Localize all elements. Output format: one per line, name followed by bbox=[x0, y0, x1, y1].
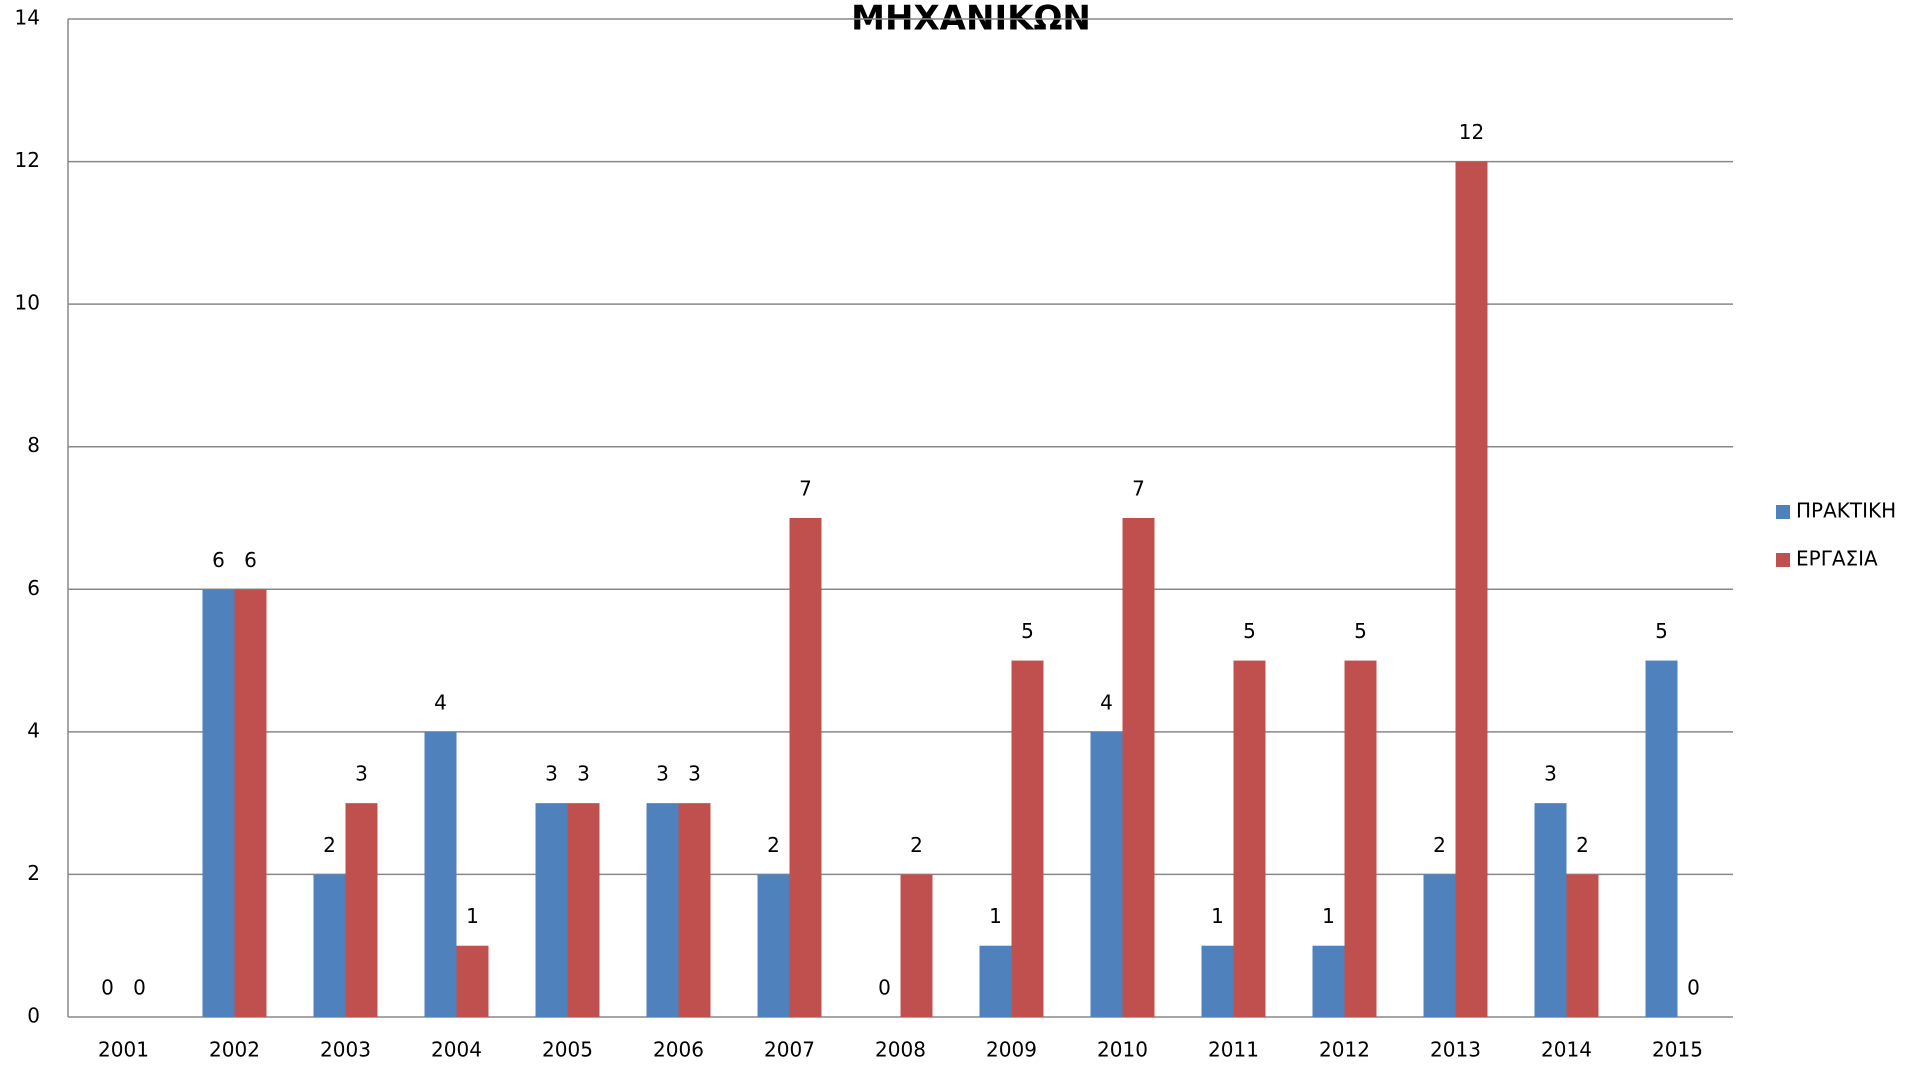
x-tick-label: 2003 bbox=[320, 1038, 371, 1062]
bar bbox=[1455, 161, 1488, 1018]
bar bbox=[1011, 660, 1044, 1017]
bar bbox=[1233, 660, 1266, 1017]
legend-swatch bbox=[1776, 505, 1790, 519]
x-tick-label: 2007 bbox=[764, 1038, 815, 1062]
bar bbox=[646, 803, 679, 1017]
x-tick-label: 2006 bbox=[653, 1038, 704, 1062]
y-tick-label: 12 bbox=[15, 148, 40, 172]
bar bbox=[535, 803, 568, 1017]
value-label: 0 bbox=[101, 976, 114, 1000]
bar bbox=[757, 874, 790, 1017]
bar bbox=[1312, 945, 1345, 1017]
value-label: 12 bbox=[1459, 120, 1484, 144]
bar bbox=[789, 518, 822, 1017]
bar bbox=[234, 589, 267, 1017]
value-label: 2 bbox=[1576, 833, 1589, 857]
bar bbox=[1090, 731, 1123, 1017]
x-tick-label: 2013 bbox=[1430, 1038, 1481, 1062]
bar bbox=[900, 874, 933, 1017]
y-tick-label: 10 bbox=[15, 291, 40, 315]
x-tick-label: 2011 bbox=[1208, 1038, 1259, 1062]
y-tick-label: 0 bbox=[27, 1004, 40, 1028]
value-label: 1 bbox=[1211, 904, 1224, 928]
bar bbox=[1344, 660, 1377, 1017]
value-label: 4 bbox=[434, 690, 447, 714]
value-label: 3 bbox=[545, 762, 558, 786]
x-tick-label: 2008 bbox=[875, 1038, 926, 1062]
value-label: 4 bbox=[1100, 690, 1113, 714]
x-tick-label: 2005 bbox=[542, 1038, 593, 1062]
bar bbox=[678, 803, 711, 1017]
value-label: 2 bbox=[323, 833, 336, 857]
value-label: 5 bbox=[1655, 619, 1668, 643]
y-tick-label: 4 bbox=[27, 718, 40, 742]
value-label: 2 bbox=[910, 833, 923, 857]
value-label: 3 bbox=[355, 762, 368, 786]
bar bbox=[1122, 518, 1155, 1017]
y-tick-label: 6 bbox=[27, 576, 40, 600]
bar bbox=[979, 945, 1012, 1017]
value-label: 3 bbox=[656, 762, 669, 786]
legend-label: ΕΡΓΑΣΙΑ bbox=[1796, 547, 1878, 571]
value-label: 6 bbox=[212, 548, 225, 572]
value-label: 6 bbox=[244, 548, 257, 572]
x-tick-label: 2002 bbox=[209, 1038, 260, 1062]
x-tick-label: 2010 bbox=[1097, 1038, 1148, 1062]
value-label: 1 bbox=[466, 904, 479, 928]
value-label: 3 bbox=[688, 762, 701, 786]
x-tick-label: 2009 bbox=[986, 1038, 1037, 1062]
bar bbox=[456, 945, 489, 1017]
x-tick-label: 2015 bbox=[1652, 1038, 1703, 1062]
value-label: 2 bbox=[767, 833, 780, 857]
x-tick-label: 2014 bbox=[1541, 1038, 1592, 1062]
value-label: 5 bbox=[1021, 619, 1034, 643]
y-tick-label: 2 bbox=[27, 861, 40, 885]
bar bbox=[202, 589, 235, 1017]
bar bbox=[1534, 803, 1567, 1017]
legend-label: ΠΡΑΚΤΙΚΗ bbox=[1796, 499, 1896, 523]
y-tick-label: 8 bbox=[27, 433, 40, 457]
bar bbox=[424, 731, 457, 1017]
value-label: 1 bbox=[989, 904, 1002, 928]
value-label: 3 bbox=[1544, 762, 1557, 786]
x-tick-label: 2012 bbox=[1319, 1038, 1370, 1062]
bar bbox=[1201, 945, 1234, 1017]
value-label: 3 bbox=[577, 762, 590, 786]
value-label: 5 bbox=[1354, 619, 1367, 643]
y-tick-label: 14 bbox=[15, 6, 40, 30]
bar bbox=[1423, 874, 1456, 1017]
value-label: 7 bbox=[799, 477, 812, 501]
legend-swatch bbox=[1776, 553, 1790, 567]
value-label: 0 bbox=[878, 976, 891, 1000]
x-tick-label: 2001 bbox=[98, 1038, 149, 1062]
value-label: 5 bbox=[1243, 619, 1256, 643]
bar bbox=[567, 803, 600, 1017]
value-label: 0 bbox=[1687, 976, 1700, 1000]
bar bbox=[313, 874, 346, 1017]
value-label: 7 bbox=[1132, 477, 1145, 501]
value-label: 1 bbox=[1322, 904, 1335, 928]
bar bbox=[1566, 874, 1599, 1017]
value-label: 0 bbox=[133, 976, 146, 1000]
value-label: 2 bbox=[1433, 833, 1446, 857]
x-tick-label: 2004 bbox=[431, 1038, 482, 1062]
bar bbox=[345, 803, 378, 1017]
bar bbox=[1645, 660, 1678, 1017]
